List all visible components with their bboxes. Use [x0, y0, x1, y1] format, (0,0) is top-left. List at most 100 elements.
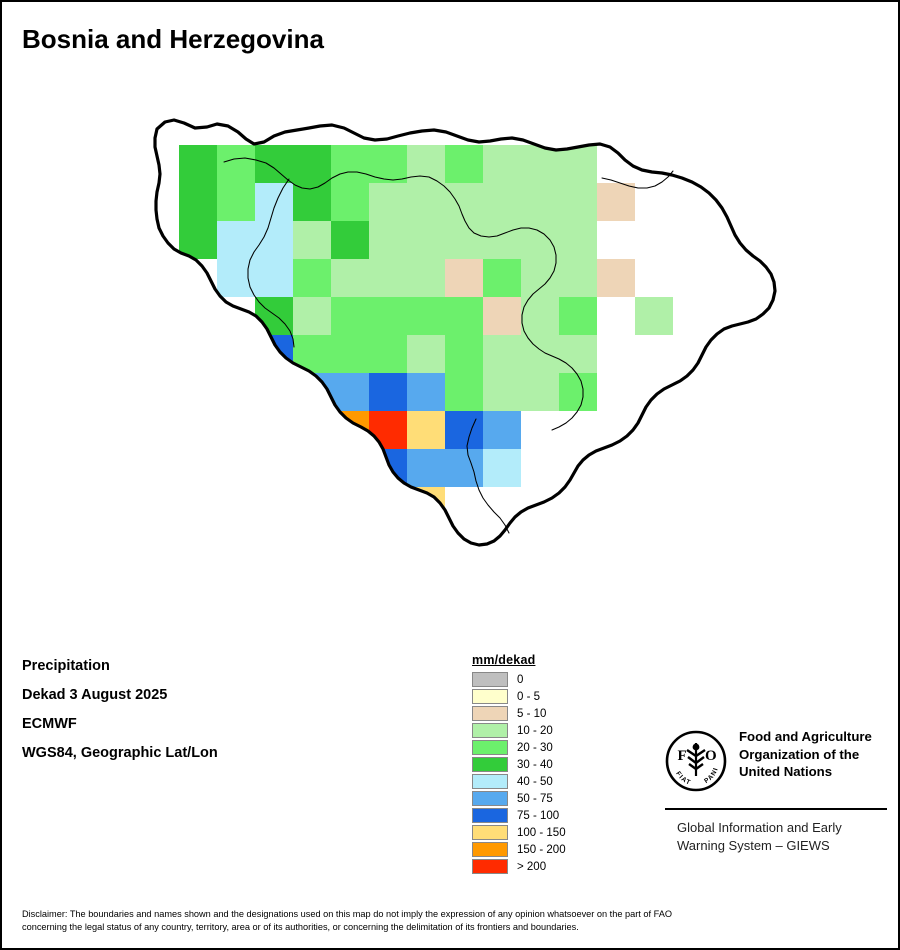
raster-cell: [635, 297, 673, 335]
national-boundary-line: [153, 118, 777, 547]
raster-cell: [369, 297, 407, 335]
raster-cell: [331, 259, 369, 297]
internal-admin-boundary-line: [223, 157, 584, 431]
raster-cell: [559, 221, 597, 259]
raster-cell: [217, 221, 255, 259]
legend-swatch: [472, 672, 508, 687]
svg-text:O: O: [705, 748, 717, 764]
raster-cell: [559, 259, 597, 297]
fao-organization-name: Food and Agriculture Organization of the…: [739, 728, 872, 781]
raster-cell: [483, 335, 521, 373]
legend-swatch: [472, 808, 508, 823]
raster-cell: [369, 259, 407, 297]
legend-label: 0 - 5: [517, 690, 541, 703]
raster-cell: [255, 259, 293, 297]
raster-cell: [331, 145, 369, 183]
legend-row: 40 - 50: [472, 773, 602, 790]
raster-cell: [331, 221, 369, 259]
legend-row: 150 - 200: [472, 841, 602, 858]
raster-cell: [521, 221, 559, 259]
raster-cell: [407, 259, 445, 297]
raster-cell: [407, 411, 445, 449]
raster-cell: [483, 297, 521, 335]
legend-label: 75 - 100: [517, 809, 560, 822]
legend-swatch: [472, 859, 508, 874]
raster-cell: [407, 183, 445, 221]
internal-admin-boundary-northeast: [601, 170, 674, 189]
raster-cell: [407, 297, 445, 335]
legend-label: 100 - 150: [517, 826, 566, 839]
map-disclaimer: Disclaimer: The boundaries and names sho…: [22, 908, 884, 934]
raster-cell: [369, 183, 407, 221]
legend-swatch: [472, 689, 508, 704]
raster-cell: [369, 221, 407, 259]
fao-branding: F O FIAT PANIS Food and Agriculture Orga…: [662, 725, 887, 854]
svg-text:F: F: [678, 748, 687, 764]
fao-org-line-2: Organization of the: [739, 746, 860, 762]
raster-cell: [331, 449, 369, 487]
legend-label: 50 - 75: [517, 792, 553, 805]
raster-cell: [559, 145, 597, 183]
metadata-projection: WGS84, Geographic Lat/Lon: [22, 745, 218, 761]
disclaimer-line-1: Disclaimer: The boundaries and names sho…: [22, 909, 672, 919]
raster-cell: [521, 335, 559, 373]
raster-cell: [255, 297, 293, 335]
raster-cell: [559, 297, 597, 335]
legend-label: 150 - 200: [517, 843, 566, 856]
legend-row: 50 - 75: [472, 790, 602, 807]
raster-cell: [521, 259, 559, 297]
legend-row: 10 - 20: [472, 722, 602, 739]
legend-rows: 0 0 - 5 5 - 10 10 - 20 20 - 30 30 - 40 40 - 50…: [472, 671, 602, 875]
legend-row: 30 - 40: [472, 756, 602, 773]
giews-line-2: Warning System – GIEWS: [677, 837, 830, 853]
precipitation-raster-layer: [179, 145, 673, 525]
raster-cell: [293, 297, 331, 335]
raster-cell: [445, 145, 483, 183]
raster-cell: [483, 145, 521, 183]
page-title: Bosnia and Herzegovina: [22, 24, 324, 54]
fao-org-line-3: United Nations: [739, 764, 833, 780]
raster-cell: [255, 221, 293, 259]
raster-cell: [369, 335, 407, 373]
giews-line-1: Global Information and Early: [677, 820, 842, 835]
raster-cell: [445, 297, 483, 335]
metadata-source: ECMWF: [22, 716, 77, 732]
legend-row: 75 - 100: [472, 807, 602, 824]
raster-cell: [483, 373, 521, 411]
legend-swatch: [472, 757, 508, 772]
raster-cell: [407, 221, 445, 259]
raster-cell: [293, 221, 331, 259]
raster-cell: [179, 145, 217, 183]
raster-cell: [483, 449, 521, 487]
metadata-period: Dekad 3 August 2025: [22, 687, 168, 703]
metadata-variable: Precipitation: [22, 658, 110, 674]
legend-swatch: [472, 723, 508, 738]
raster-cell: [445, 335, 483, 373]
internal-admin-boundary-south: [466, 418, 510, 534]
raster-cell: [483, 411, 521, 449]
raster-cell: [521, 183, 559, 221]
legend-row: 100 - 150: [472, 824, 602, 841]
legend-row: 0: [472, 671, 602, 688]
raster-cell: [407, 373, 445, 411]
raster-cell: [179, 221, 217, 259]
raster-cell: [559, 183, 597, 221]
raster-cell: [407, 335, 445, 373]
raster-cell: [369, 411, 407, 449]
fao-divider: [665, 808, 887, 810]
raster-cell: [445, 259, 483, 297]
precipitation-map[interactable]: [2, 2, 900, 622]
raster-cell: [293, 145, 331, 183]
raster-cell: [293, 259, 331, 297]
legend-label: 40 - 50: [517, 775, 553, 788]
legend-swatch: [472, 706, 508, 721]
raster-cell: [559, 373, 597, 411]
legend-label: 5 - 10: [517, 707, 547, 720]
raster-cell: [483, 183, 521, 221]
legend-swatch: [472, 825, 508, 840]
raster-cell: [369, 373, 407, 411]
raster-cell: [483, 259, 521, 297]
raster-cell: [445, 449, 483, 487]
legend-swatch: [472, 740, 508, 755]
